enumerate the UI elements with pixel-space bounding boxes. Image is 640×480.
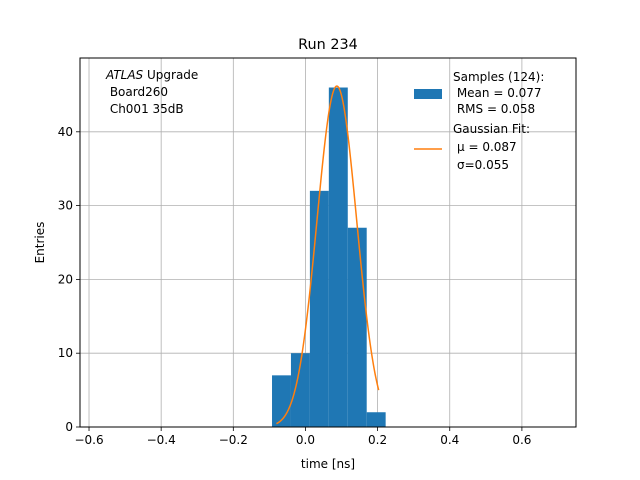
x-axis-label: time [ns] xyxy=(301,457,355,471)
annotation: ATLAS Upgrade Board260 Ch001 35dB xyxy=(105,68,198,116)
legend-fit-label: Gaussian Fit: xyxy=(453,122,530,136)
x-axis-ticks: −0.6 −0.4 −0.2 0.0 0.2 0.4 0.6 xyxy=(74,427,531,447)
histogram-bar-2 xyxy=(309,190,329,427)
x-tick-label-5: 0.4 xyxy=(440,433,459,447)
x-tick-label-0: −0.6 xyxy=(74,433,103,447)
annotation-line-3: Ch001 35dB xyxy=(106,102,184,116)
legend-histogram-swatch xyxy=(414,89,442,99)
annotation-atlas: ATLAS xyxy=(105,68,144,82)
y-axis-ticks: 0 10 20 30 40 xyxy=(58,125,80,434)
histogram-bar-4 xyxy=(347,227,367,427)
y-axis-label: Entries xyxy=(33,222,47,264)
gaussian-fit-line xyxy=(276,85,380,425)
annotation-upgrade: Upgrade xyxy=(143,68,198,82)
y-tick-label-2: 20 xyxy=(58,272,73,286)
annotation-line-2: Board260 xyxy=(106,85,168,99)
y-tick-label-0: 0 xyxy=(65,420,73,434)
chart-title: Run 234 xyxy=(298,37,358,53)
x-tick-label-3: 0.0 xyxy=(296,433,315,447)
plot-frame xyxy=(79,57,577,428)
histogram-bar-1 xyxy=(290,353,310,427)
legend-fit-mu: μ = 0.087 xyxy=(457,140,517,154)
y-tick-label-1: 10 xyxy=(58,346,73,360)
x-tick-label-2: −0.2 xyxy=(219,433,248,447)
histogram-bar-3 xyxy=(328,87,348,428)
legend-histogram-rms: RMS = 0.058 xyxy=(453,102,535,116)
x-tick-label-4: 0.2 xyxy=(368,433,387,447)
y-tick-label-4: 40 xyxy=(58,125,73,139)
x-tick-label-1: −0.4 xyxy=(147,433,176,447)
x-tick-label-6: 0.6 xyxy=(512,433,531,447)
legend-fit-sigma: σ=0.055 xyxy=(457,158,509,172)
annotation-line-1: ATLAS Upgrade xyxy=(105,68,198,82)
legend-histogram-label: Samples (124): xyxy=(453,70,544,84)
legend-histogram-mean: Mean = 0.077 xyxy=(453,86,542,100)
y-tick-label-3: 30 xyxy=(58,199,73,213)
histogram-bar-5 xyxy=(366,412,386,427)
legend: Samples (124): Mean = 0.077 RMS = 0.058 … xyxy=(414,70,544,172)
